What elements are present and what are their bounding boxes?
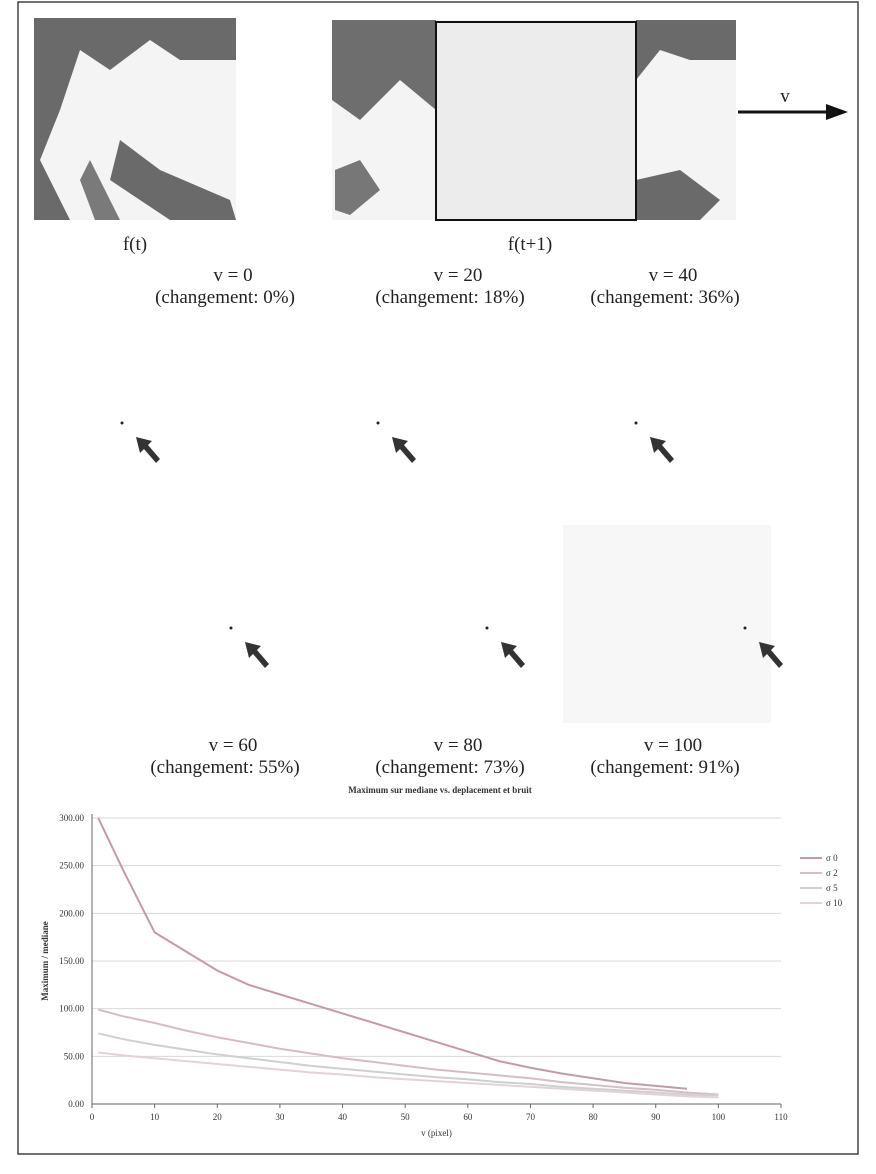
series-line [98, 1010, 718, 1095]
panel-change: (changement: 0%) [155, 287, 295, 308]
arrow-label: v [780, 86, 790, 107]
x-tick-label: 0 [90, 1112, 95, 1122]
series-line [98, 818, 687, 1089]
y-tick-label: 300.00 [59, 813, 84, 823]
x-tick-label: 70 [526, 1112, 536, 1122]
x-tick-label: 110 [774, 1112, 788, 1122]
y-tick-label: 200.00 [59, 908, 84, 918]
y-tick-label: 150.00 [59, 956, 84, 966]
panel-change: (changement: 91%) [590, 757, 739, 778]
panel-v: v = 20 [434, 265, 483, 286]
y-tick-label: 0.00 [68, 1099, 84, 1109]
chart-title: Maximum sur mediane vs. deplacement et b… [348, 785, 532, 795]
y-tick-label: 100.00 [59, 1004, 84, 1014]
panel-v: v = 40 [649, 265, 698, 286]
caption: f(t+1) [508, 234, 552, 255]
panel-v: v = 100 [644, 735, 702, 756]
x-tick-label: 80 [589, 1112, 599, 1122]
document: f(t) f(t+1) v v = 0(changement: 0%) v = 2… [0, 0, 876, 1169]
image-ft [34, 18, 236, 220]
panel-v: v = 60 [209, 735, 258, 756]
legend-label: σ 2 [826, 868, 838, 878]
image-ft1 [332, 20, 736, 220]
panel-v: v = 80 [434, 735, 483, 756]
panel-change: (changement: 36%) [590, 287, 739, 308]
x-tick-label: 60 [463, 1112, 473, 1122]
noise-panel [563, 525, 771, 723]
panel-change: (changement: 73%) [375, 757, 524, 778]
x-tick-label: 30 [275, 1112, 285, 1122]
x-tick-label: 40 [338, 1112, 348, 1122]
legend-label: σ 10 [826, 898, 843, 908]
x-tick-label: 50 [401, 1112, 411, 1122]
panel-change: (changement: 18%) [375, 287, 524, 308]
caption: f(t) [123, 234, 147, 255]
panel-v: v = 0 [213, 265, 252, 286]
page: f(t) f(t+1) v v = 0(changement: 0%) v = 2… [0, 0, 876, 1169]
x-tick-label: 90 [651, 1112, 661, 1122]
x-tick-label: 10 [150, 1112, 160, 1122]
y-tick-label: 50.00 [64, 1051, 85, 1061]
series-line [98, 1033, 718, 1095]
y-tick-label: 250.00 [59, 861, 84, 871]
arrow-head [826, 104, 848, 120]
x-axis-label: v (pixel) [421, 1128, 452, 1138]
y-axis-label: Maximum / mediane [40, 921, 50, 1001]
panel-change: (changement: 55%) [150, 757, 299, 778]
x-tick-label: 20 [213, 1112, 223, 1122]
legend-label: σ 0 [826, 853, 838, 863]
legend-label: σ 5 [826, 883, 838, 893]
x-tick-label: 100 [712, 1112, 726, 1122]
